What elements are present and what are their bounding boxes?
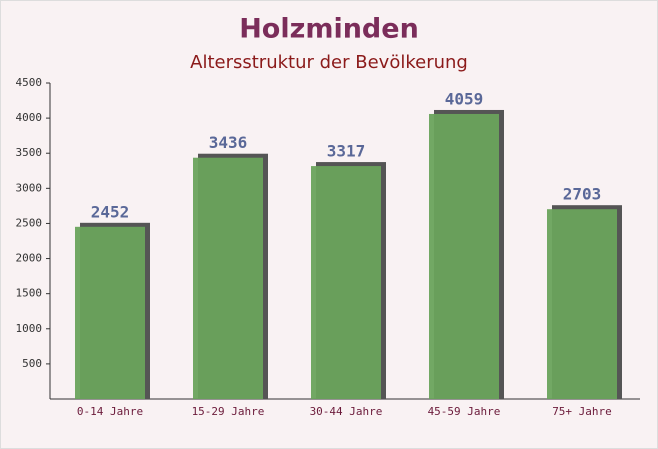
bar (75, 226, 145, 399)
value-label: 4059 (445, 89, 484, 108)
value-label: 3317 (327, 142, 366, 161)
value-label: 2452 (91, 202, 130, 221)
x-tick-label: 15-29 Jahre (192, 405, 265, 418)
bar (547, 209, 617, 399)
y-tick-label: 3000 (16, 181, 43, 194)
x-tick-label: 0-14 Jahre (77, 405, 143, 418)
chart-subtitle: Altersstruktur der Bevölkerung (190, 52, 468, 73)
y-tick-label: 500 (22, 357, 42, 370)
y-tick-label: 2000 (16, 252, 43, 265)
y-tick-label: 1000 (16, 322, 43, 335)
value-label: 2703 (563, 185, 602, 204)
x-tick-label: 45-59 Jahre (428, 405, 501, 418)
chart-title: Holzminden (239, 14, 419, 45)
bar (311, 166, 381, 399)
y-tick-label: 4000 (16, 111, 43, 124)
x-tick-label: 30-44 Jahre (310, 405, 383, 418)
x-tick-label: 75+ Jahre (552, 405, 612, 418)
y-tick-label: 2500 (16, 216, 43, 229)
y-tick-label: 3500 (16, 146, 43, 159)
bar (193, 157, 263, 399)
y-tick-label: 4500 (16, 76, 43, 89)
bar (429, 113, 499, 399)
y-tick-label: 1500 (16, 287, 43, 300)
value-label: 3436 (209, 133, 248, 152)
